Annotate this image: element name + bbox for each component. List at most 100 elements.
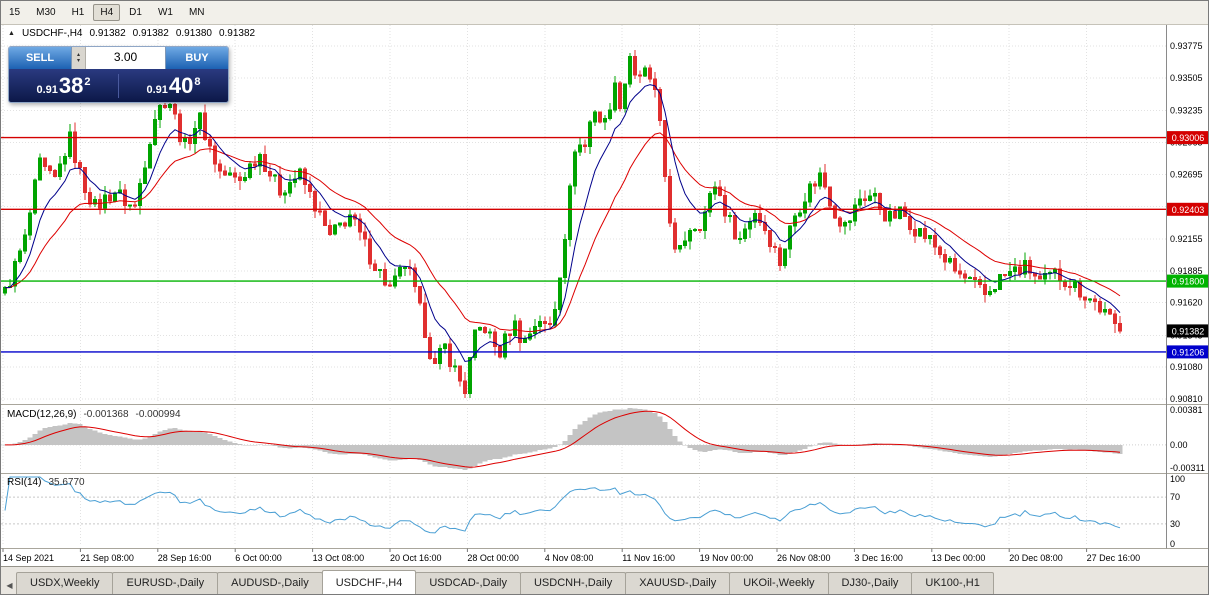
buy-button[interactable]: BUY — [166, 47, 228, 69]
svg-text:20 Oct 16:00: 20 Oct 16:00 — [390, 553, 442, 563]
svg-text:14 Sep 2021: 14 Sep 2021 — [3, 553, 54, 563]
volume-down-icon[interactable]: ▾ — [76, 58, 80, 64]
svg-text:0.91885: 0.91885 — [1170, 266, 1203, 276]
chart-tab-USDCNH-Daily[interactable]: USDCNH-,Daily — [519, 572, 627, 594]
trade-controls-row: SELL ▴ ▾ 3.00 BUY — [9, 47, 228, 69]
timeframe-button-W1[interactable]: W1 — [151, 4, 180, 21]
grid-lines — [1, 25, 1166, 544]
macd-signal-value: -0.000994 — [135, 409, 181, 420]
timeframe-button-15[interactable]: 15 — [2, 4, 27, 21]
svg-text:30: 30 — [1170, 519, 1180, 529]
svg-text:0.91800: 0.91800 — [1172, 277, 1205, 287]
macd-signal-line — [5, 410, 1121, 468]
chart-tab-UK100-H1[interactable]: UK100-,H1 — [911, 572, 994, 594]
ohlc-open: 0.91382 — [89, 28, 126, 39]
sell-price[interactable]: 0.91 38 2 — [9, 73, 118, 98]
rsi-line — [4, 476, 1121, 534]
tabs-scroll-left-icon[interactable]: ◀ — [6, 580, 13, 590]
svg-text:0.93235: 0.93235 — [1170, 105, 1203, 115]
chart-tab-EURUSD-Daily[interactable]: EURUSD-,Daily — [112, 572, 219, 594]
svg-text:0.91382: 0.91382 — [1172, 326, 1205, 336]
svg-text:0.91206: 0.91206 — [1172, 347, 1205, 357]
chart-tab-UKOil-Weekly[interactable]: UKOil-,Weekly — [729, 572, 829, 594]
timeframe-button-MN[interactable]: MN — [182, 4, 212, 21]
svg-text:26 Nov 08:00: 26 Nov 08:00 — [777, 553, 831, 563]
chart-tab-USDX-Weekly[interactable]: USDX,Weekly — [16, 572, 114, 594]
buy-price-sup: 8 — [194, 75, 201, 88]
rsi-indicator-header: RSI(14) 35.6770 — [7, 477, 85, 488]
buy-price-big: 40 — [168, 72, 194, 98]
svg-text:-0.00311: -0.00311 — [1170, 463, 1205, 473]
svg-text:6 Oct 00:00: 6 Oct 00:00 — [235, 553, 282, 563]
chart-tab-XAUUSD-Daily[interactable]: XAUUSD-,Daily — [625, 572, 731, 594]
chart-ohlc-title: ▲ USDCHF-,H4 0.91382 0.91382 0.91380 0.9… — [8, 28, 255, 39]
timeframe-button-H4[interactable]: H4 — [93, 4, 121, 21]
volume-up-icon[interactable]: ▴ — [76, 52, 80, 58]
svg-text:0.92155: 0.92155 — [1170, 234, 1203, 244]
svg-text:13 Oct 08:00: 13 Oct 08:00 — [313, 553, 365, 563]
volume-stepper[interactable]: ▴ ▾ — [72, 47, 86, 69]
svg-text:4 Nov 08:00: 4 Nov 08:00 — [545, 553, 594, 563]
chart-tab-USDCAD-Daily[interactable]: USDCAD-,Daily — [415, 572, 521, 594]
price-badge-0.91206[interactable]: 0.91206 — [1167, 345, 1209, 359]
rsi-value: 35.6770 — [48, 477, 85, 488]
ohlc-high: 0.91382 — [132, 28, 169, 39]
volume-field[interactable]: ▴ ▾ 3.00 — [71, 47, 166, 69]
timeframe-toolbar: 15 M30 H1 H4 D1 W1 MN — [1, 1, 1208, 25]
svg-text:100: 100 — [1170, 474, 1185, 484]
svg-text:0.93775: 0.93775 — [1170, 41, 1203, 51]
svg-text:20 Dec 08:00: 20 Dec 08:00 — [1009, 553, 1063, 563]
chart-area: 0.937750.935050.932350.929650.926950.924… — [1, 25, 1209, 566]
macd-value: -0.001368 — [83, 409, 129, 420]
chart-tab-USDCHF-H4[interactable]: USDCHF-,H4 — [321, 570, 417, 594]
svg-text:0.93006: 0.93006 — [1172, 133, 1205, 143]
price-badge-0.93006[interactable]: 0.93006 — [1167, 131, 1209, 145]
ma-fast-line[interactable] — [4, 84, 1121, 363]
ma-slow-line[interactable] — [4, 132, 1121, 333]
svg-text:0.00381: 0.00381 — [1170, 405, 1203, 415]
svg-text:13 Dec 00:00: 13 Dec 00:00 — [932, 553, 986, 563]
svg-text:27 Dec 16:00: 27 Dec 16:00 — [1087, 553, 1141, 563]
sell-price-sup: 2 — [84, 75, 91, 88]
time-axis-labels: 14 Sep 2021 21 Sep 08:00 28 Sep 16:00 6 Oct… — [2, 548, 1141, 563]
svg-text:28 Sep 16:00: 28 Sep 16:00 — [158, 553, 212, 563]
timeframe-button-M30[interactable]: M30 — [29, 4, 62, 21]
sell-button[interactable]: SELL — [9, 47, 71, 69]
chart-tab-DJ30-Daily[interactable]: DJ30-,Daily — [827, 572, 913, 594]
price-divider — [118, 73, 119, 98]
chart-tabs-bar: ◀ USDX,Weekly EURUSD-,Daily AUDUSD-,Daily US… — [1, 566, 1208, 594]
ohlc-close: 0.91382 — [218, 28, 256, 39]
rsi-axis-labels: 100 70 30 0 — [1170, 474, 1185, 549]
price-badge-0.92403[interactable]: 0.92403 — [1167, 202, 1209, 216]
timeframe-button-D1[interactable]: D1 — [122, 4, 149, 21]
svg-text:0.91080: 0.91080 — [1170, 362, 1203, 372]
chart-tab-AUDUSD-Daily[interactable]: AUDUSD-,Daily — [217, 572, 323, 594]
macd-axis-labels: 0.00381 0.00 -0.00311 — [1170, 405, 1205, 473]
volume-value[interactable]: 3.00 — [113, 50, 138, 64]
price-badge-0.91800[interactable]: 0.91800 — [1167, 274, 1209, 288]
svg-text:0.90810: 0.90810 — [1170, 394, 1203, 404]
svg-text:0: 0 — [1170, 539, 1175, 549]
candles-layer[interactable] — [3, 50, 1122, 398]
svg-text:21 Sep 08:00: 21 Sep 08:00 — [80, 553, 134, 563]
svg-text:0.92403: 0.92403 — [1172, 205, 1205, 215]
one-click-trading-panel: SELL ▴ ▾ 3.00 BUY 0.91 38 2 — [8, 46, 229, 103]
buy-price[interactable]: 0.91 40 8 — [119, 72, 228, 98]
svg-text:0.92695: 0.92695 — [1170, 170, 1203, 180]
svg-text:11 Nov 16:00: 11 Nov 16:00 — [622, 553, 675, 563]
svg-text:28 Oct 00:00: 28 Oct 00:00 — [467, 553, 519, 563]
panel-separators — [1, 25, 1208, 549]
svg-text:0.91620: 0.91620 — [1170, 298, 1203, 308]
svg-text:0.00: 0.00 — [1170, 440, 1188, 450]
svg-text:70: 70 — [1170, 492, 1180, 502]
price-chart-canvas[interactable]: 0.937750.935050.932350.929650.926950.924… — [1, 25, 1209, 566]
timeframe-button-H1[interactable]: H1 — [65, 4, 92, 21]
price-badge-0.91382[interactable]: 0.91382 — [1167, 324, 1209, 338]
rsi-label: RSI(14) — [7, 477, 42, 488]
trade-prices-row: 0.91 38 2 0.91 40 8 — [9, 69, 228, 102]
svg-text:3 Dec 16:00: 3 Dec 16:00 — [854, 553, 903, 563]
chart-collapse-icon[interactable]: ▲ — [8, 30, 15, 37]
buy-price-small: 0.91 — [146, 83, 168, 96]
svg-text:0.93505: 0.93505 — [1170, 73, 1203, 83]
